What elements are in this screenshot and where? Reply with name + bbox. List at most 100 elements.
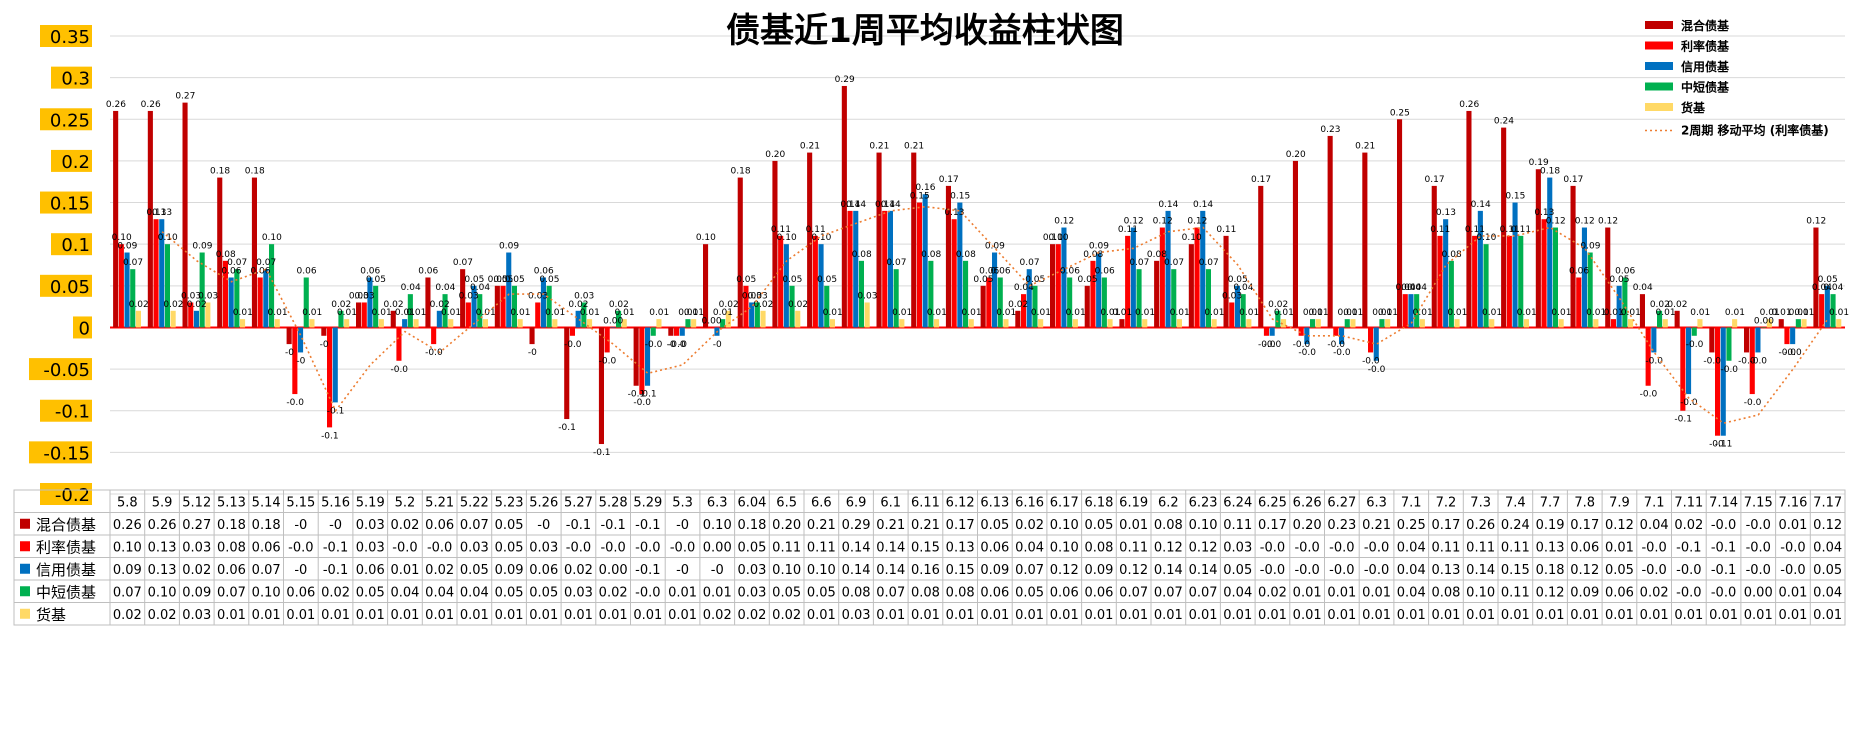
table-cell: 0.09 [113, 563, 142, 578]
y-tick-label: -0.2 [55, 485, 90, 506]
table-cell: 0.02 [113, 608, 142, 623]
data-label: 0.05 [817, 275, 837, 285]
table-cell: 0.01 [1154, 608, 1183, 623]
y-tick-label: 0.05 [50, 277, 90, 298]
bar [1674, 310, 1680, 328]
table-cell: 0.06 [286, 585, 315, 600]
bar [587, 319, 593, 328]
bar [1628, 319, 1634, 328]
data-label: 0.01 [823, 308, 843, 318]
table-cell: 0.00 [703, 540, 732, 555]
data-label: -0.0 [1744, 398, 1762, 408]
table-cell: 0.03 [529, 540, 558, 555]
table-legend-key [20, 518, 30, 529]
bar [1466, 110, 1472, 328]
table-cell: 0.14 [842, 540, 871, 555]
category-label: 5.28 [599, 495, 628, 510]
bar [1165, 210, 1171, 328]
data-label: 0.25 [1390, 108, 1410, 118]
y-tick-label: -0.15 [43, 443, 90, 464]
bar [1778, 319, 1784, 328]
table-cell: 0.07 [1015, 563, 1044, 578]
bar [1443, 219, 1449, 328]
table-cell: 0.14 [876, 540, 905, 555]
bar [477, 294, 483, 328]
table-cell: 0.08 [946, 585, 975, 600]
table-cell: 0.04 [1397, 563, 1426, 578]
category-label: 5.23 [495, 495, 524, 510]
table-cell: 0.01 [1778, 585, 1807, 600]
data-label: 0.02 [331, 300, 351, 310]
table-cell: 0.21 [807, 518, 836, 533]
table-cell: 0.02 [148, 608, 177, 623]
y-tick-label: 0.15 [50, 194, 90, 215]
table-cell: 0.01 [286, 608, 315, 623]
data-label: 0.14 [1158, 200, 1178, 210]
data-label: -0.1 [558, 423, 576, 433]
gridlines [110, 35, 1845, 495]
bar [159, 219, 165, 328]
data-label: 0.03 [748, 291, 768, 301]
bar [1136, 269, 1142, 328]
bar [1194, 227, 1200, 328]
data-label: 0.11 [1511, 225, 1531, 235]
table-cell: 0.12 [1536, 585, 1565, 600]
table-cell: 0.01 [1466, 608, 1495, 623]
data-label: -0.0 [1686, 340, 1704, 350]
data-label: -0 [713, 340, 722, 350]
data-label: 0.13 [944, 208, 964, 218]
table-cell: -0.1 [1711, 540, 1736, 555]
data-label: 0.01 [1031, 308, 1051, 318]
table-cell: 0.02 [1015, 518, 1044, 533]
bar [1790, 327, 1796, 345]
bar [772, 160, 778, 328]
data-label: -0.1 [628, 390, 646, 400]
bar [1593, 319, 1599, 328]
bar [1304, 327, 1310, 345]
table-cell: -0 [329, 518, 342, 533]
category-label: 6.2 [1158, 495, 1179, 510]
data-label: 0.01 [1239, 308, 1259, 318]
bar [1784, 327, 1790, 345]
data-label: -0.0 [1680, 398, 1698, 408]
table-cell: 0.10 [807, 563, 836, 578]
data-label: 0.01 [1656, 308, 1676, 318]
table-cell: 0.04 [1015, 540, 1044, 555]
data-label: 0.13 [1436, 208, 1456, 218]
data-label: 0.14 [846, 200, 866, 210]
bar [471, 285, 477, 328]
table-cell: 0.06 [217, 563, 246, 578]
bar [1431, 185, 1437, 328]
bar [1032, 285, 1038, 328]
category-label: 5.8 [117, 495, 138, 510]
data-label: 0.03 [355, 291, 375, 301]
data-label: 0.24 [1494, 117, 1514, 127]
data-label: 0.10 [1182, 233, 1202, 243]
bar [1437, 235, 1443, 328]
bar [124, 252, 130, 328]
data-label: -0.0 [1645, 356, 1663, 366]
bar [685, 319, 691, 328]
table-cell: 0.18 [217, 518, 246, 533]
bar [581, 302, 587, 328]
bar [1732, 319, 1738, 328]
bar [1339, 327, 1345, 345]
bar [500, 285, 506, 328]
data-label: 0.01 [337, 308, 357, 318]
bar [1096, 252, 1102, 328]
bar [1720, 327, 1726, 436]
category-label: 6.5 [776, 495, 797, 510]
table-cell: 0.01 [1223, 608, 1252, 623]
table-cell: 0.02 [772, 608, 801, 623]
table-cell: 0.18 [252, 518, 281, 533]
data-label: 0.18 [731, 167, 751, 177]
data-label: 0.06 [297, 266, 317, 276]
bar [1200, 210, 1206, 328]
data-label: 0.11 [1430, 225, 1450, 235]
bar [1414, 294, 1420, 328]
legend-entry: 中短债基 [1681, 80, 1730, 95]
table-cell: -0.0 [1641, 540, 1666, 555]
data-label: 0.01 [1338, 308, 1358, 318]
data-label: -0.0 [390, 365, 408, 375]
category-label: 7.1 [1644, 495, 1665, 510]
